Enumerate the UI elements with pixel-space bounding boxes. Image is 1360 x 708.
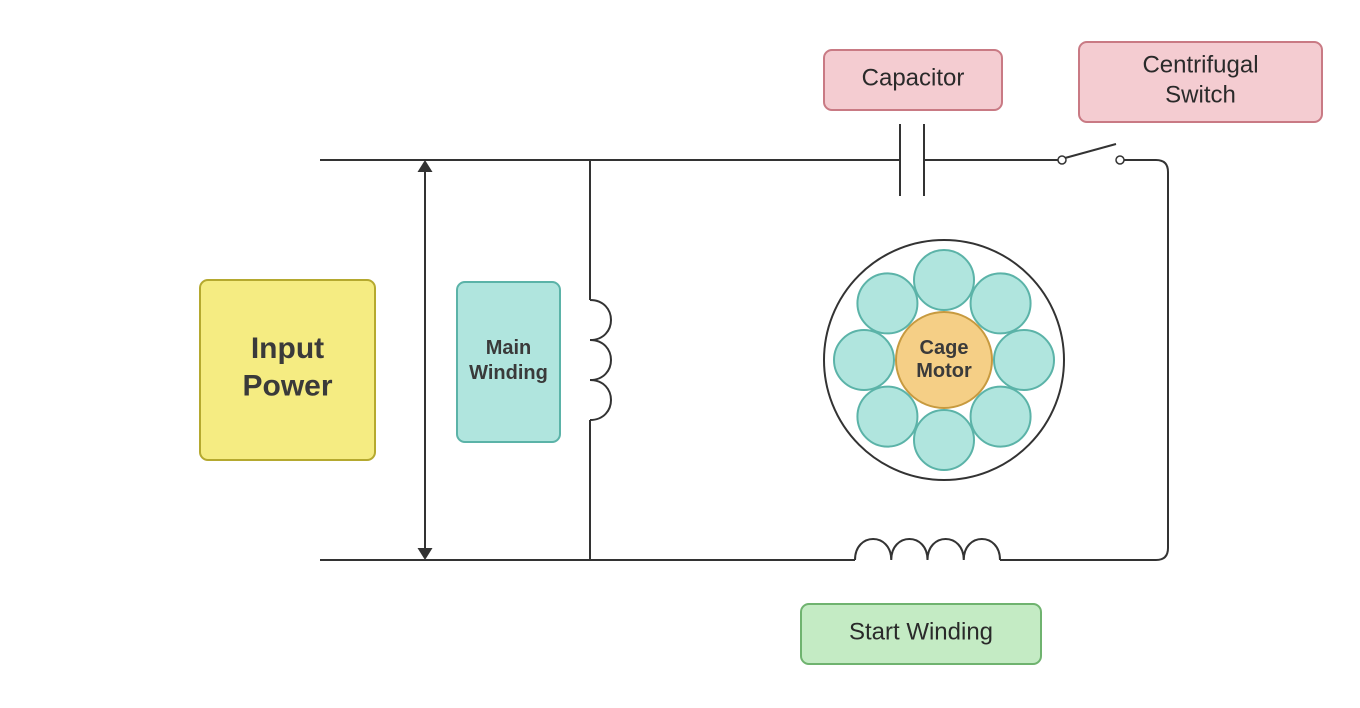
svg-text:Centrifugal: Centrifugal [1142,51,1258,78]
centrifugal-switch-label: Centrifugal Switch [1079,42,1322,122]
capacitor-label: Capacitor [824,50,1002,110]
main-winding-label: Main Winding [457,282,560,442]
input-power-label: Input Power [200,280,375,460]
svg-text:Input: Input [251,332,324,365]
svg-text:Capacitor: Capacitor [862,64,965,91]
circuit-diagram: Input Power Main Winding Capacitor Centrifuga… [0,0,1360,708]
svg-text:Power: Power [242,370,332,403]
svg-text:Winding: Winding [469,362,548,384]
cage-motor-label: Cage [920,337,969,359]
svg-text:Start Winding: Start Winding [849,618,993,645]
start-winding-label: Start Winding [801,604,1041,664]
svg-text:Switch: Switch [1165,81,1236,108]
svg-text:Main: Main [486,337,532,359]
cage-motor-label: Motor [916,360,972,382]
